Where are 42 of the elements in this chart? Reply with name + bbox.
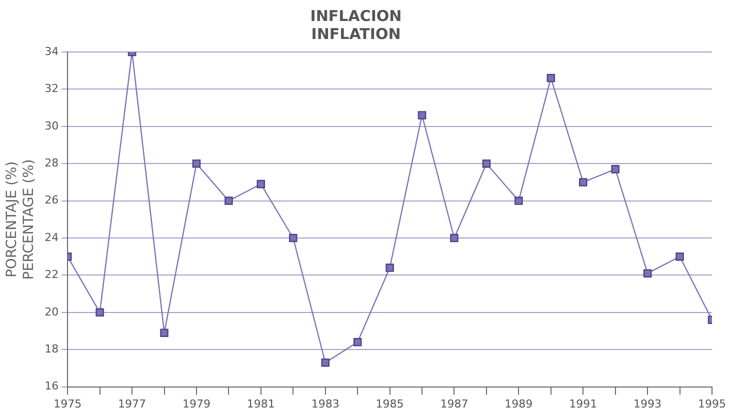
x-tick-label: 1991 [569, 397, 598, 410]
chart-title: INFLACION [310, 6, 402, 25]
x-tick-label: 1987 [440, 397, 468, 410]
x-tick-label: 1979 [182, 397, 210, 410]
point [192, 159, 201, 168]
y-tick-label: 16 [44, 380, 59, 393]
point [676, 252, 684, 261]
point [418, 111, 426, 120]
x-tick-label: 1975 [54, 397, 82, 410]
point [482, 159, 491, 168]
point [514, 196, 523, 205]
point [96, 308, 104, 317]
point [256, 180, 266, 188]
point [386, 264, 394, 272]
y-tick-label: 34 [44, 44, 59, 58]
x-tick-label: 1995 [698, 397, 726, 410]
point [450, 234, 458, 242]
point [321, 358, 330, 367]
x-tick-label: 1977 [118, 397, 146, 410]
point [546, 74, 556, 82]
y-axis-title: PORCENTAJE (%) PERCENTAGE (%) [4, 159, 37, 280]
x-tick-label: 1993 [634, 397, 662, 410]
x-tick-label: 1983 [311, 397, 340, 410]
x-tick-label: 1981 [246, 397, 275, 410]
point [578, 178, 588, 186]
point [224, 196, 233, 205]
y-tick-label: 24 [44, 230, 59, 244]
point [160, 328, 168, 337]
y-tick-label: 22 [44, 268, 59, 282]
y-tick-label: 28 [44, 156, 59, 170]
y-tick-label: 18 [44, 342, 59, 356]
point [289, 234, 298, 242]
x-tick-label: 1985 [376, 397, 404, 410]
point [353, 338, 362, 346]
y-tick-label: 26 [44, 194, 59, 207]
y-tick-label: 30 [44, 119, 59, 132]
x-tick-label: 1989 [504, 397, 533, 410]
y-tick-label: 32 [44, 82, 59, 96]
point [611, 165, 620, 174]
chart-subtitle: INFLATION [311, 24, 401, 43]
point [643, 269, 652, 278]
y-tick-label: 20 [44, 305, 59, 318]
